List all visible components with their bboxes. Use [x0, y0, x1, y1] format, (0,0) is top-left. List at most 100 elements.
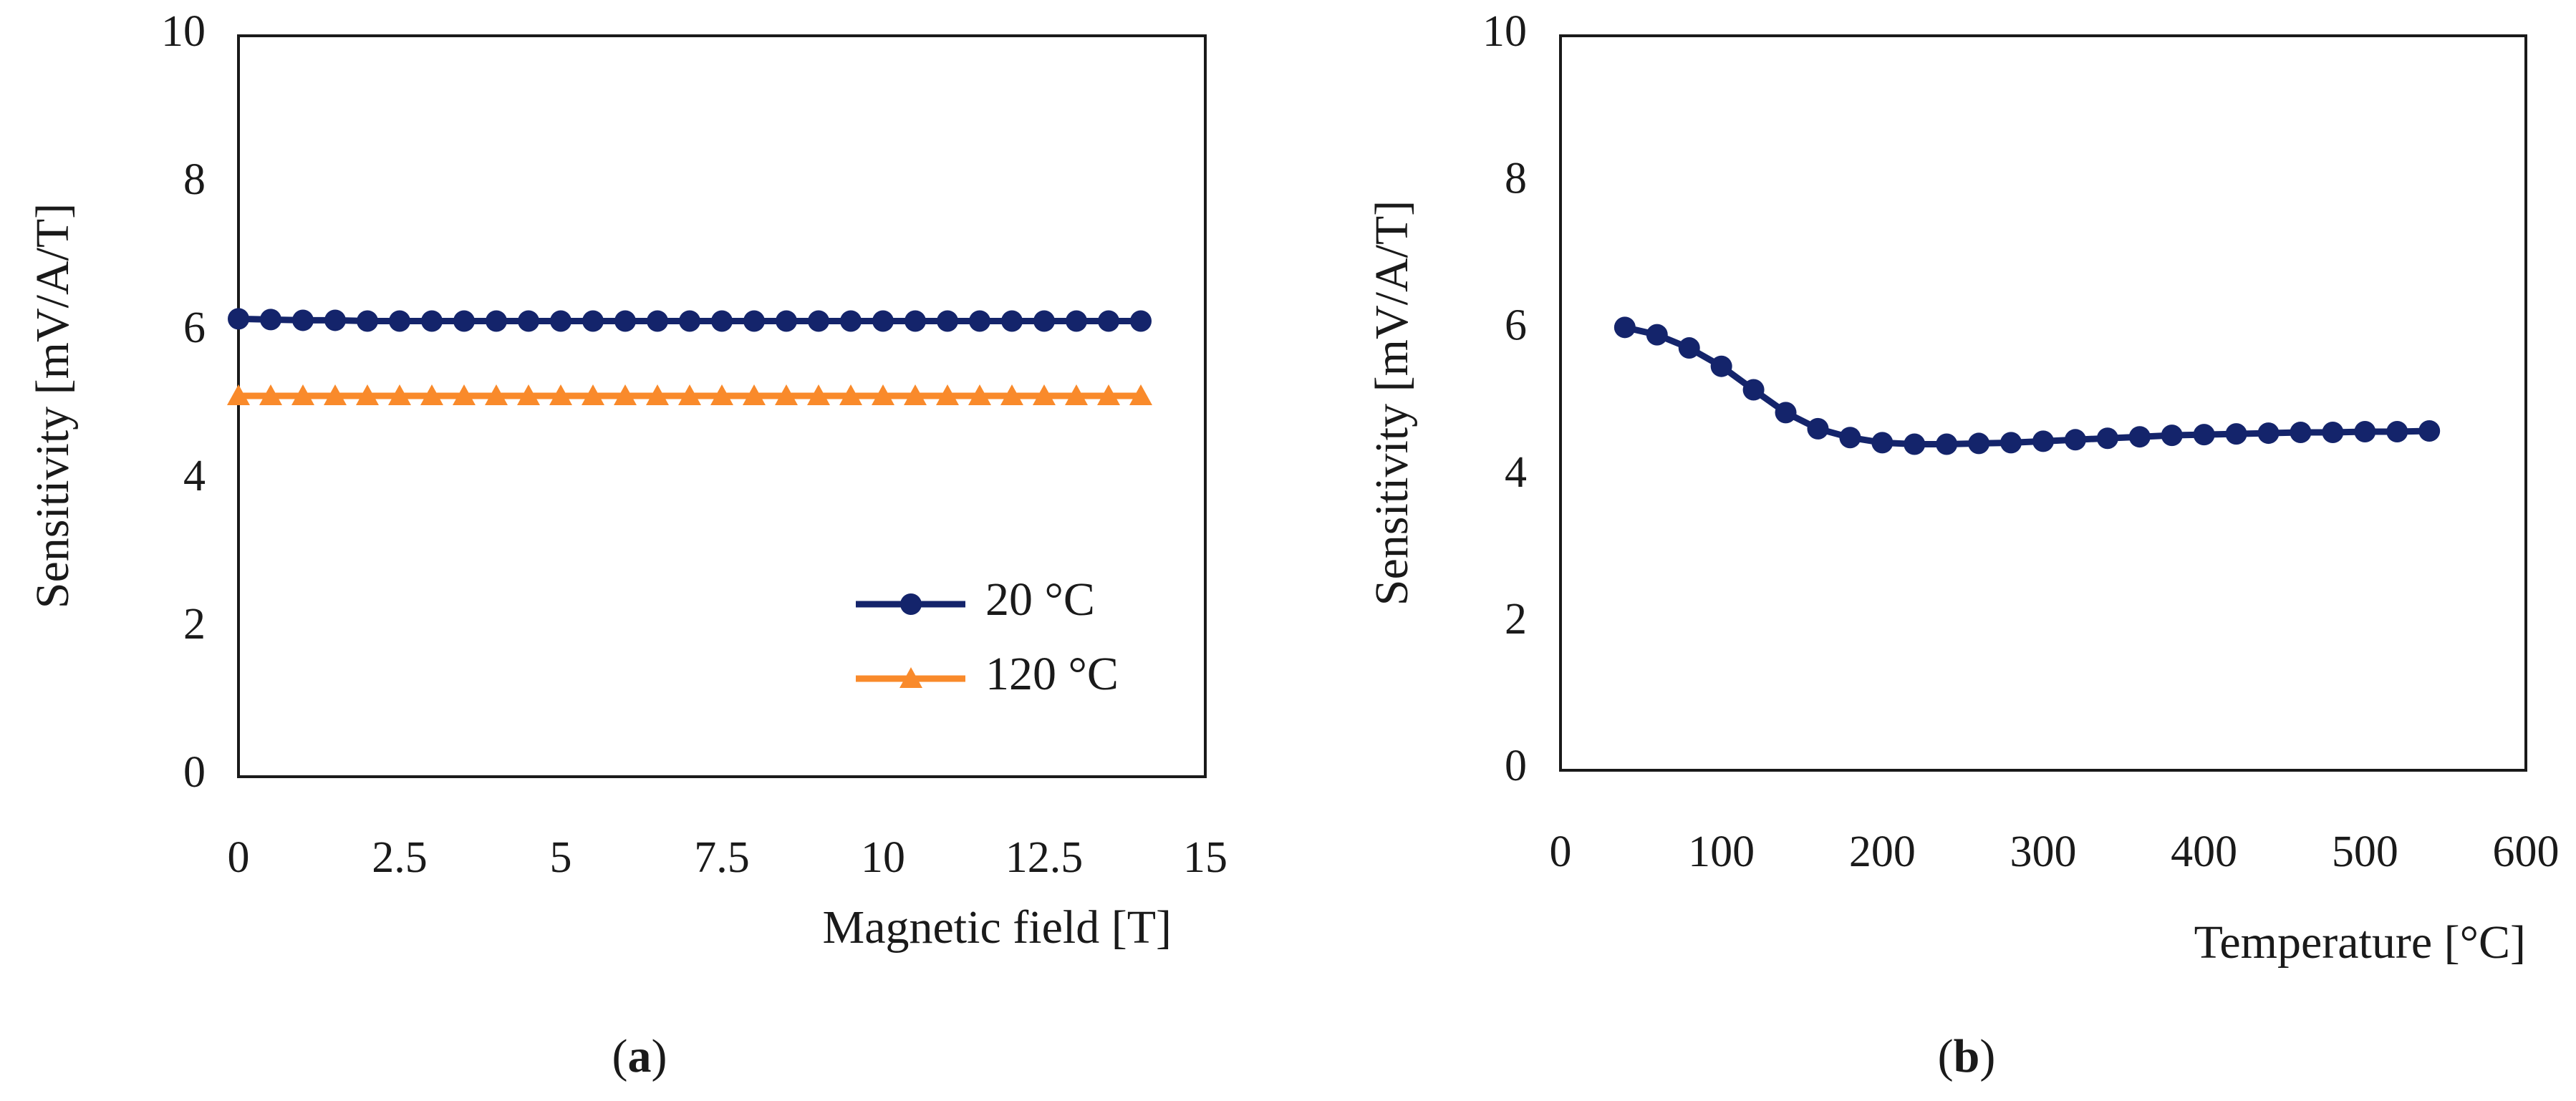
- data-point: [776, 310, 797, 332]
- data-point: [743, 310, 765, 332]
- data-point: [839, 384, 862, 406]
- data-point: [518, 310, 539, 332]
- chart-panel-a: 0 2 4 6 8 10 0 2.5 5 7.5 10 12.5 15 Sensitivity [mV…: [26, 7, 1227, 1082]
- data-point: [679, 310, 700, 332]
- y-tick-label: 2: [1505, 595, 1527, 644]
- data-point: [2386, 421, 2408, 443]
- data-point: [807, 384, 830, 406]
- data-point: [324, 309, 346, 331]
- data-point: [1936, 433, 1958, 455]
- data-point: [2128, 426, 2151, 448]
- data-point: [453, 310, 475, 332]
- legend-swatch-marker: [899, 667, 922, 688]
- data-point: [2032, 430, 2054, 452]
- x-tick-label: 500: [2332, 828, 2398, 876]
- data-point: [420, 384, 443, 406]
- y-tick-label: 6: [183, 304, 206, 352]
- data-point: [808, 310, 829, 332]
- data-point: [711, 310, 733, 332]
- y-tick-label: 2: [183, 600, 206, 649]
- y-tick-label: 4: [183, 452, 206, 500]
- data-point: [324, 384, 347, 406]
- data-point: [1129, 384, 1152, 406]
- x-tick-label: 200: [1849, 828, 1916, 876]
- data-point: [1968, 432, 1990, 455]
- panel-caption-a: (a): [612, 1030, 667, 1082]
- data-point: [872, 384, 894, 406]
- data-point: [1839, 427, 1861, 449]
- x-tick-label: 7.5: [694, 833, 750, 882]
- series-layer: [227, 308, 1152, 406]
- data-point: [936, 384, 959, 406]
- data-point: [968, 384, 991, 406]
- y-axis-title: Sensitivity [mV/A/T]: [26, 203, 79, 608]
- legend-label: 20 °C: [985, 573, 1095, 626]
- data-point: [647, 310, 668, 332]
- x-tick-label: 10: [861, 833, 905, 882]
- data-point: [678, 384, 701, 406]
- data-point: [2418, 419, 2441, 442]
- x-tick-label: 2.5: [372, 833, 428, 882]
- data-point: [2290, 422, 2312, 444]
- data-point: [646, 384, 669, 406]
- data-point: [2322, 422, 2344, 444]
- x-tick-label: 600: [2493, 828, 2560, 876]
- data-point: [1130, 310, 1152, 332]
- data-point: [1742, 379, 1765, 401]
- data-point: [421, 310, 443, 332]
- data-point: [2000, 432, 2022, 454]
- x-axis-title: Magnetic field [T]: [823, 901, 1172, 954]
- data-point: [227, 384, 250, 406]
- data-point: [582, 384, 604, 406]
- data-point: [549, 384, 572, 406]
- plot-area-frame: [1559, 34, 2527, 772]
- data-point: [775, 384, 798, 406]
- data-point: [1678, 337, 1700, 359]
- data-point: [260, 309, 281, 331]
- data-point: [259, 384, 282, 406]
- data-point: [485, 384, 508, 406]
- legend-label: 120 °C: [985, 648, 1119, 700]
- legend-item-120c: 120 °C: [856, 648, 1119, 700]
- data-point: [2064, 429, 2086, 451]
- data-point: [2257, 422, 2280, 445]
- data-point: [1807, 417, 1829, 440]
- data-point: [517, 384, 540, 406]
- data-point: [2225, 423, 2247, 445]
- x-axis-ticks: 0 100 200 300 400 500 600: [1550, 828, 2560, 876]
- data-point: [1033, 384, 1056, 406]
- data-point: [2193, 424, 2215, 446]
- series-layer: [1613, 316, 2441, 455]
- data-point: [969, 310, 990, 332]
- data-point: [291, 384, 314, 406]
- data-point: [486, 310, 507, 332]
- data-point: [389, 310, 410, 332]
- y-axis-ticks: 0 2 4 6 8 10: [161, 7, 206, 797]
- chart-panel-b: 0 2 4 6 8 10 0 100 200 300 400 500 600 Sensitivity …: [1366, 7, 2559, 1082]
- x-tick-label: 5: [550, 833, 572, 882]
- panel-caption-b: (b): [1938, 1030, 1996, 1082]
- data-point: [388, 384, 411, 406]
- x-tick-label: 300: [2010, 828, 2077, 876]
- x-tick-label: 15: [1183, 833, 1227, 882]
- y-tick-label: 6: [1505, 301, 1527, 350]
- data-point: [1000, 384, 1023, 406]
- legend: 20 °C 120 °C: [856, 573, 1119, 700]
- data-point: [2354, 421, 2376, 443]
- data-point: [1871, 432, 1894, 454]
- data-point: [292, 309, 314, 331]
- y-tick-label: 0: [1505, 742, 1527, 790]
- data-point: [614, 384, 637, 406]
- x-tick-label: 12.5: [1005, 833, 1084, 882]
- data-point: [356, 384, 379, 406]
- data-point: [743, 384, 766, 406]
- data-point: [1098, 310, 1119, 332]
- y-axis-title: Sensitivity [mV/A/T]: [1366, 200, 1418, 606]
- data-point: [228, 308, 249, 330]
- data-point: [1904, 433, 1926, 455]
- data-point: [2161, 425, 2183, 447]
- plot-area-frame: [237, 34, 1207, 778]
- data-point: [904, 384, 927, 406]
- data-point: [2096, 427, 2118, 450]
